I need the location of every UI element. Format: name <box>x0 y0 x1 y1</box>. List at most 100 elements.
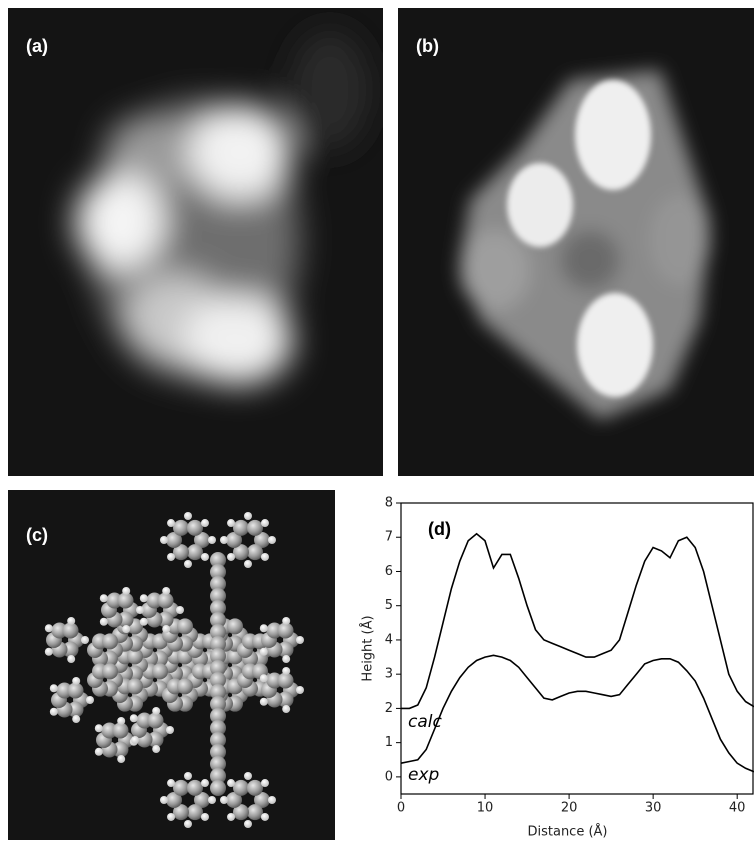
hydrogen-atom <box>261 813 269 821</box>
y-tick-label: 0 <box>385 769 393 784</box>
hydrogen-atom <box>67 655 75 663</box>
hydrogen-atom <box>282 617 290 625</box>
hydrogen-atom <box>136 606 144 614</box>
panel-a: (a) <box>8 8 383 476</box>
hydrogen-atom <box>122 587 130 595</box>
hydrogen-atom <box>296 686 304 694</box>
carbon-atom <box>227 618 243 634</box>
y-tick-label: 5 <box>385 598 393 613</box>
hydrogen-atom <box>67 617 75 625</box>
carbon-atom <box>173 520 189 536</box>
x-tick-label: 20 <box>561 801 578 816</box>
plot-frame <box>401 503 753 794</box>
hydrogen-atom <box>72 715 80 723</box>
hydrogen-atom <box>260 648 268 656</box>
carbon-atom <box>177 678 193 694</box>
panel-label: (c) <box>26 525 48 545</box>
carbon-atom <box>247 520 263 536</box>
y-axis-label: Height (Å) <box>360 615 376 681</box>
hydrogen-atom <box>167 813 175 821</box>
hydrogen-atom <box>220 536 228 544</box>
hydrogen-atom <box>268 536 276 544</box>
carbon-atom <box>173 780 189 796</box>
carbon-atom <box>102 633 118 649</box>
carbon-atom <box>233 520 249 536</box>
panel-c: (c) <box>8 490 335 840</box>
hydrogen-atom <box>208 796 216 804</box>
hydrogen-atom <box>260 674 268 682</box>
carbon-atom <box>102 663 118 679</box>
hydrogen-atom <box>244 820 252 828</box>
hydrogen-atom <box>152 707 160 715</box>
carbon-atom <box>152 663 168 679</box>
hydrogen-atom <box>184 820 192 828</box>
panel-label: (b) <box>416 36 439 56</box>
hydrogen-atom <box>45 648 53 656</box>
hydrogen-atom <box>152 745 160 753</box>
carbon-atom <box>233 780 249 796</box>
hydrogen-atom <box>268 796 276 804</box>
hydrogen-atom <box>220 796 228 804</box>
hydrogen-atom <box>140 618 148 626</box>
hydrogen-atom <box>282 667 290 675</box>
y-tick-label: 4 <box>385 632 393 647</box>
hydrogen-atom <box>122 625 130 633</box>
hydrogen-atom <box>95 724 103 732</box>
hydrogen-atom <box>86 696 94 704</box>
carbon-atom <box>187 520 203 536</box>
y-tick-label: 1 <box>385 735 393 750</box>
hydrogen-atom <box>260 698 268 706</box>
hydrogen-atom <box>296 636 304 644</box>
data-line <box>401 655 754 771</box>
y-tick-label: 3 <box>385 667 393 682</box>
carbon-atom <box>187 780 203 796</box>
y-tick-label: 7 <box>385 530 393 545</box>
hydrogen-atom <box>81 636 89 644</box>
hydrogen-atom <box>140 594 148 602</box>
hydrogen-atom <box>131 736 139 744</box>
hydrogen-atom <box>162 625 170 633</box>
carbon-atom <box>187 544 203 560</box>
hydrogen-atom <box>282 705 290 713</box>
hydrogen-atom <box>227 779 235 787</box>
hydrogen-atom <box>201 779 209 787</box>
hydrogen-atom <box>184 560 192 568</box>
hydrogen-atom <box>184 512 192 520</box>
carbon-atom <box>247 804 263 820</box>
hydrogen-atom <box>50 684 58 692</box>
hydrogen-atom <box>176 606 184 614</box>
hydrogen-atom <box>244 560 252 568</box>
hydrogen-atom <box>45 624 53 632</box>
carbon-atom <box>247 780 263 796</box>
panel-label: (a) <box>26 36 48 56</box>
hydrogen-atom <box>100 594 108 602</box>
hydrogen-atom <box>160 536 168 544</box>
carbon-atom <box>210 780 226 796</box>
hydrogen-atom <box>184 772 192 780</box>
hydrogen-atom <box>130 714 138 722</box>
hydrogen-atom <box>100 618 108 626</box>
figure: (a) (b) (c) 012345678010203040Distance (… <box>0 0 754 842</box>
x-tick-label: 30 <box>645 801 662 816</box>
x-tick-label: 10 <box>477 801 494 816</box>
carbon-atom <box>177 618 193 634</box>
hydrogen-atom <box>160 796 168 804</box>
hydrogen-atom <box>261 779 269 787</box>
hydrogen-atom <box>117 755 125 763</box>
chart-title: (d) <box>428 519 451 539</box>
hydrogen-atom <box>162 587 170 595</box>
x-tick-label: 0 <box>397 801 405 816</box>
y-tick-label: 2 <box>385 701 393 716</box>
hydrogen-atom <box>117 717 125 725</box>
x-axis-label: Distance (Å) <box>527 824 607 840</box>
hydrogen-atom <box>227 553 235 561</box>
hydrogen-atom <box>166 726 174 734</box>
hydrogen-atom <box>201 553 209 561</box>
hydrogen-atom <box>167 779 175 787</box>
hydrogen-atom <box>167 519 175 527</box>
panel-b: (b) <box>398 8 754 476</box>
hydrogen-atom <box>261 553 269 561</box>
hydrogen-atom <box>260 624 268 632</box>
series-label: exp <box>408 765 440 785</box>
